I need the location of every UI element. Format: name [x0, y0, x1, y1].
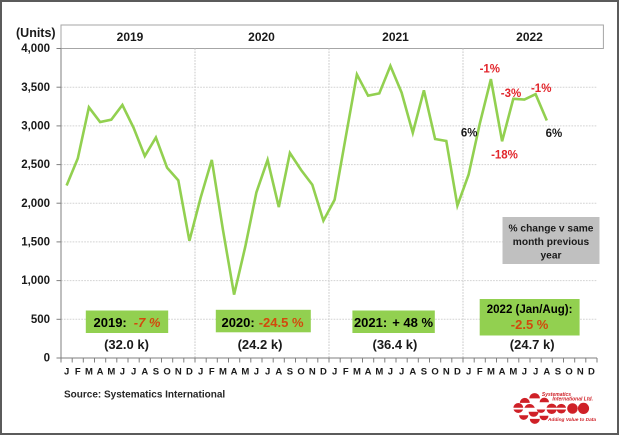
svg-text:N: N [443, 367, 450, 378]
svg-text:A: A [275, 367, 282, 378]
svg-text:M: M [353, 367, 361, 378]
svg-text:-18%: -18% [491, 150, 518, 162]
svg-text:6%: 6% [461, 128, 478, 140]
svg-text:A: A [499, 367, 506, 378]
svg-text:2021: 2021 [382, 30, 409, 44]
svg-text:O: O [297, 367, 304, 378]
svg-text:A: A [231, 367, 238, 378]
svg-text:M: M [375, 367, 383, 378]
svg-text:F: F [209, 367, 215, 378]
svg-text:0: 0 [44, 353, 50, 365]
svg-text:A: A [141, 367, 148, 378]
svg-text:M: M [107, 367, 115, 378]
svg-text:J: J [399, 367, 404, 378]
svg-text:Source: Systematics Internatio: Source: Systematics International [64, 390, 225, 401]
svg-text:2020: 2020 [248, 30, 275, 44]
svg-text:(24.7 k): (24.7 k) [510, 337, 555, 352]
svg-text:J: J [332, 367, 337, 378]
svg-text:500: 500 [31, 314, 50, 326]
svg-text:-1%: -1% [531, 83, 551, 95]
svg-text:S: S [287, 367, 293, 378]
svg-text:Systematics: Systematics [542, 392, 571, 398]
svg-text:A: A [409, 367, 416, 378]
svg-text:J: J [533, 367, 538, 378]
svg-text:3,500: 3,500 [21, 82, 50, 94]
svg-text:2,000: 2,000 [21, 198, 50, 210]
svg-text:1,000: 1,000 [21, 275, 50, 287]
svg-text:4,000: 4,000 [21, 43, 50, 55]
svg-text:(32.0 k): (32.0 k) [104, 337, 149, 352]
svg-text:O: O [431, 367, 438, 378]
svg-text:2,500: 2,500 [21, 159, 50, 171]
svg-text:J: J [64, 367, 69, 378]
svg-text:M: M [509, 367, 517, 378]
svg-text:2019: 2019 [117, 30, 144, 44]
svg-text:M: M [487, 367, 495, 378]
svg-text:1,500: 1,500 [21, 237, 50, 249]
svg-text:-2.5 %: -2.5 % [511, 317, 549, 332]
svg-text:N: N [175, 367, 182, 378]
svg-text:M: M [241, 367, 249, 378]
svg-text:J: J [388, 367, 393, 378]
svg-text:J: J [198, 367, 203, 378]
svg-text:M: M [85, 367, 93, 378]
svg-text:D: D [186, 367, 193, 378]
svg-text:F: F [75, 367, 81, 378]
svg-text:S: S [421, 367, 427, 378]
svg-text:(24.2 k): (24.2 k) [238, 337, 283, 352]
svg-text:F: F [343, 367, 349, 378]
svg-text:A: A [543, 367, 550, 378]
svg-text:(Units): (Units) [16, 26, 56, 40]
svg-text:N: N [309, 367, 316, 378]
svg-text:J: J [254, 367, 259, 378]
svg-text:International Ltd.: International Ltd. [552, 397, 593, 403]
svg-text:% change v same: % change v same [509, 224, 594, 235]
svg-text:J: J [265, 367, 270, 378]
svg-text:J: J [522, 367, 527, 378]
svg-text:S: S [555, 367, 561, 378]
svg-text:2020:-24.5 %: 2020: -24.5 % [221, 315, 303, 330]
svg-text:N: N [577, 367, 584, 378]
svg-text:3,000: 3,000 [21, 121, 50, 133]
svg-text:2022: 2022 [516, 30, 543, 44]
svg-text:6%: 6% [546, 128, 563, 140]
svg-text:J: J [131, 367, 136, 378]
svg-text:D: D [320, 367, 327, 378]
svg-text:F: F [477, 367, 483, 378]
svg-text:S: S [153, 367, 159, 378]
svg-text:O: O [163, 367, 170, 378]
svg-text:J: J [120, 367, 125, 378]
svg-text:2022 (Jan/Aug):: 2022 (Jan/Aug): [487, 304, 573, 316]
svg-text:A: A [365, 367, 372, 378]
svg-text:2019:-7 %: 2019: -7 % [94, 315, 161, 330]
svg-text:O: O [565, 367, 572, 378]
svg-text:year: year [541, 251, 562, 262]
svg-text:D: D [454, 367, 461, 378]
svg-text:(36.4 k): (36.4 k) [372, 337, 417, 352]
svg-text:A: A [97, 367, 104, 378]
svg-text:2021:+ 48 %: 2021: + 48 % [354, 315, 434, 330]
svg-text:D: D [588, 367, 595, 378]
svg-text:-3%: -3% [501, 88, 521, 100]
svg-text:-1%: -1% [480, 64, 500, 76]
svg-text:month previous: month previous [513, 237, 590, 248]
svg-text:Adding Value to Data: Adding Value to Data [547, 417, 596, 423]
svg-text:M: M [219, 367, 227, 378]
svg-text:J: J [466, 367, 471, 378]
